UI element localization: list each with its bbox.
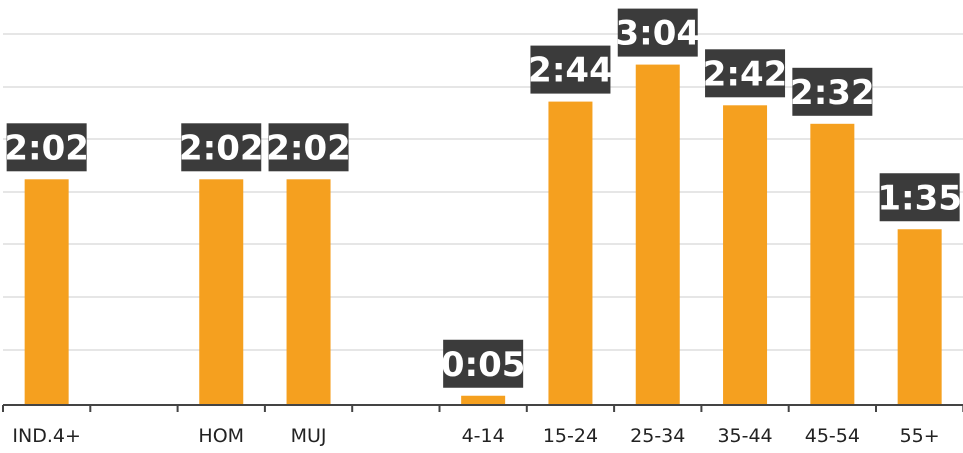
value-label-45-54: 2:32 [790,73,875,113]
value-label-IND.4+: 2:02 [4,128,89,168]
bar-MUJ [287,179,331,405]
x-tick-label-55+: 55+ [900,425,940,447]
bar-HOM [199,179,243,405]
x-tick-label-IND.4+: IND.4+ [12,425,81,447]
value-label-HOM: 2:02 [179,128,264,168]
bar-55+ [898,229,942,405]
x-tick-label-HOM: HOM [198,425,244,447]
bar-4-14 [461,396,505,405]
value-label-55+: 1:35 [877,178,962,218]
x-tick-label-45-54: 45-54 [805,425,860,447]
value-label-15-24: 2:44 [528,51,613,91]
bar-15-24 [548,102,592,405]
bar-IND.4+ [25,179,69,405]
value-label-35-44: 2:42 [703,54,788,94]
x-tick-label-35-44: 35-44 [717,425,772,447]
bar-25-34 [636,65,680,405]
x-tick-label-MUJ: MUJ [291,425,327,447]
x-tick-label-15-24: 15-24 [543,425,598,447]
axis-layer: IND.4+ HOM MUJ 4-14 15-24 25-34 35-44 45-54 55+ [3,405,963,447]
value-label-4-14: 0:05 [441,345,526,385]
x-tick-label-25-34: 25-34 [630,425,685,447]
value-label-MUJ: 2:02 [266,128,351,168]
bar-45-54 [810,124,854,405]
x-tick-label-4-14: 4-14 [462,425,505,447]
value-label-25-34: 3:04 [615,14,700,54]
bar-35-44 [723,105,767,405]
